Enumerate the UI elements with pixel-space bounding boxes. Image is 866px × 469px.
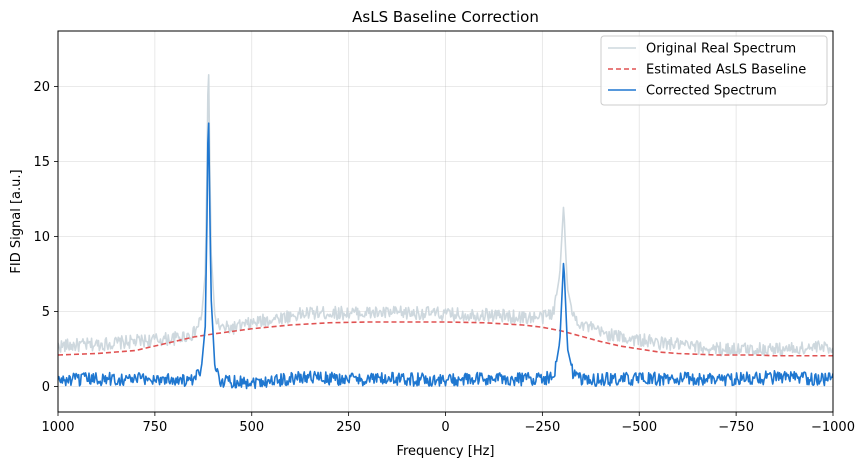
series-layer — [58, 74, 833, 390]
legend: Original Real Spectrum Estimated AsLS Bas… — [600, 35, 828, 106]
legend-box — [600, 35, 828, 106]
x-tick-label: 500 — [239, 420, 264, 435]
x-tick-label: 250 — [336, 420, 361, 435]
y-axis-label: FID Signal [a.u.] — [9, 169, 24, 273]
ticks: 1000 750 500 250 0 −250 −500 −750 −1000 0 5 10 15 20 — [33, 80, 855, 435]
series-line-0 — [58, 74, 833, 357]
x-tick-label: 0 — [441, 420, 449, 435]
series-line-2 — [58, 122, 833, 390]
legend-label: Original Real Spectrum — [646, 42, 796, 57]
chart-title: AsLS Baseline Correction — [352, 8, 539, 26]
x-tick-label: −750 — [718, 420, 754, 435]
x-tick-label: 1000 — [41, 420, 74, 435]
y-tick-label: 20 — [33, 80, 50, 95]
series-line-1 — [58, 321, 833, 357]
y-tick-label: 0 — [42, 380, 50, 395]
x-tick-label: −250 — [525, 420, 561, 435]
y-tick-label: 15 — [33, 155, 50, 170]
y-tick-label: 5 — [42, 305, 50, 320]
legend-label: Corrected Spectrum — [646, 84, 777, 99]
x-tick-label: −500 — [621, 420, 657, 435]
x-tick-label: 750 — [142, 420, 167, 435]
y-tick-label: 10 — [33, 230, 50, 245]
x-axis-label: Frequency [Hz] — [396, 444, 494, 459]
legend-label: Estimated AsLS Baseline — [646, 63, 806, 78]
x-tick-label: −1000 — [811, 420, 855, 435]
